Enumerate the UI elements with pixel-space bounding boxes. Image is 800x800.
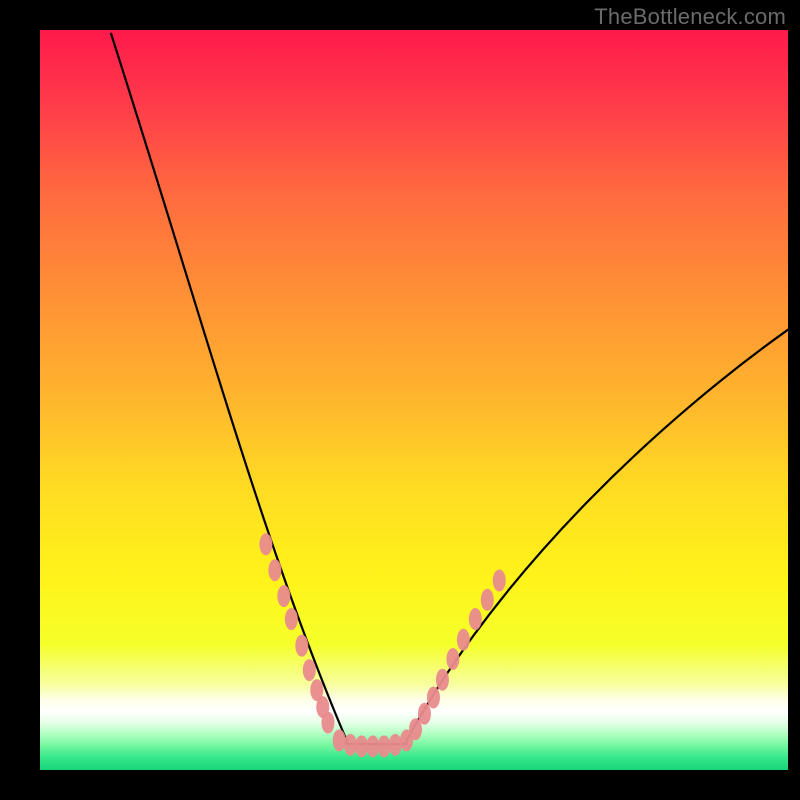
curve-marker-left xyxy=(285,608,298,630)
chart-stage: TheBottleneck.com xyxy=(0,0,800,800)
curve-marker-valley xyxy=(389,734,402,756)
curve-marker-right xyxy=(446,648,459,670)
curve-marker-right xyxy=(418,703,431,725)
curve-marker-left xyxy=(295,635,308,657)
curve-marker-right xyxy=(436,669,449,691)
curve-marker-right xyxy=(427,686,440,708)
watermark-text: TheBottleneck.com xyxy=(594,4,786,30)
bottleneck-curve-chart xyxy=(0,0,800,800)
curve-marker-right xyxy=(481,589,494,611)
curve-marker-right xyxy=(493,570,506,592)
curve-marker-left xyxy=(268,559,281,581)
curve-marker-valley xyxy=(355,735,368,757)
curve-marker-valley xyxy=(366,735,379,757)
curve-marker-right xyxy=(457,629,470,651)
plot-gradient-background xyxy=(40,30,788,770)
curve-marker-valley xyxy=(344,734,357,756)
curve-marker-left xyxy=(277,585,290,607)
curve-marker-valley xyxy=(333,729,346,751)
curve-marker-left xyxy=(259,533,272,555)
curve-marker-right xyxy=(469,608,482,630)
curve-marker-left xyxy=(303,659,316,681)
curve-marker-left xyxy=(321,712,334,734)
curve-marker-valley xyxy=(378,735,391,757)
